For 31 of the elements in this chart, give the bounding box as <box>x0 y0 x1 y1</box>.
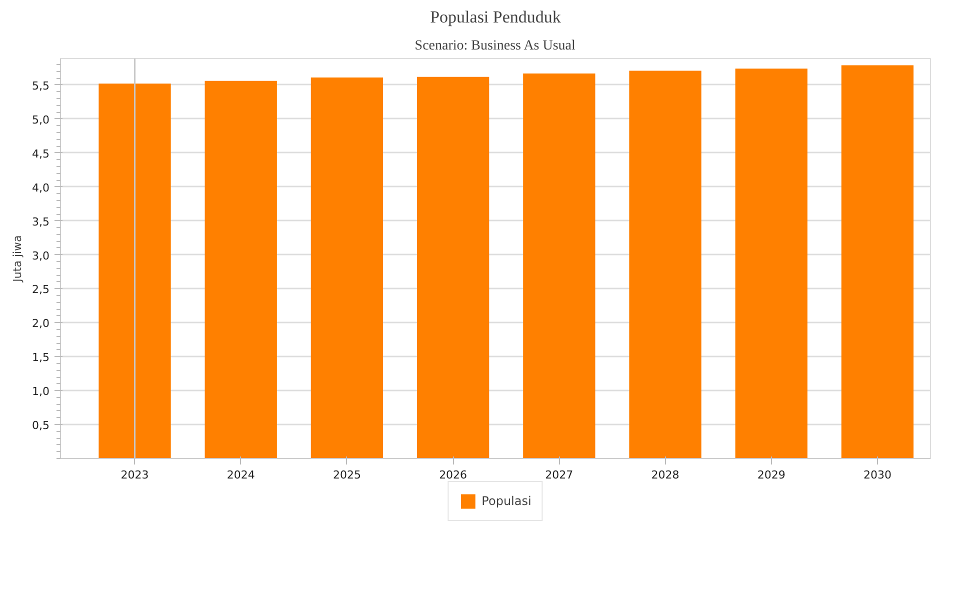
x-tick-label: 2027 <box>545 468 574 482</box>
y-tick-label: 3,5 <box>32 215 50 228</box>
x-tick-label: 2030 <box>863 468 892 482</box>
y-tick-label: 1,0 <box>32 385 50 398</box>
bar <box>98 84 171 458</box>
x-tick-label: 2029 <box>757 468 786 482</box>
chart-subtitle: Scenario: Business As Usual <box>414 38 576 54</box>
y-tick-label: 4,0 <box>32 181 50 194</box>
bar <box>204 80 277 458</box>
y-tick-label: 5,5 <box>32 79 50 92</box>
x-tick-label: 2023 <box>120 468 149 482</box>
bar <box>416 76 490 458</box>
bar <box>841 65 914 458</box>
y-tick-label: 0,5 <box>32 419 50 432</box>
y-tick-label: 5,0 <box>32 113 50 126</box>
bar <box>735 68 808 458</box>
x-tick-label: 2024 <box>226 468 255 482</box>
chart-title: Populasi Penduduk <box>430 8 562 26</box>
bar <box>523 73 596 458</box>
y-axis-title: Juta jiwa <box>11 235 24 283</box>
y-tick-label: 2,5 <box>32 283 50 296</box>
y-tick-label: 3,0 <box>32 249 50 262</box>
x-tick-label: 2025 <box>332 468 361 482</box>
y-tick-label: 1,5 <box>32 351 50 364</box>
x-tick-label: 2028 <box>651 468 680 482</box>
x-tick-label: 2026 <box>439 468 468 482</box>
y-tick-label: 4,5 <box>32 147 50 160</box>
bar <box>310 78 384 458</box>
bar <box>629 70 702 458</box>
legend-label: Populasi <box>482 494 532 508</box>
y-tick-label: 2,0 <box>32 317 50 330</box>
